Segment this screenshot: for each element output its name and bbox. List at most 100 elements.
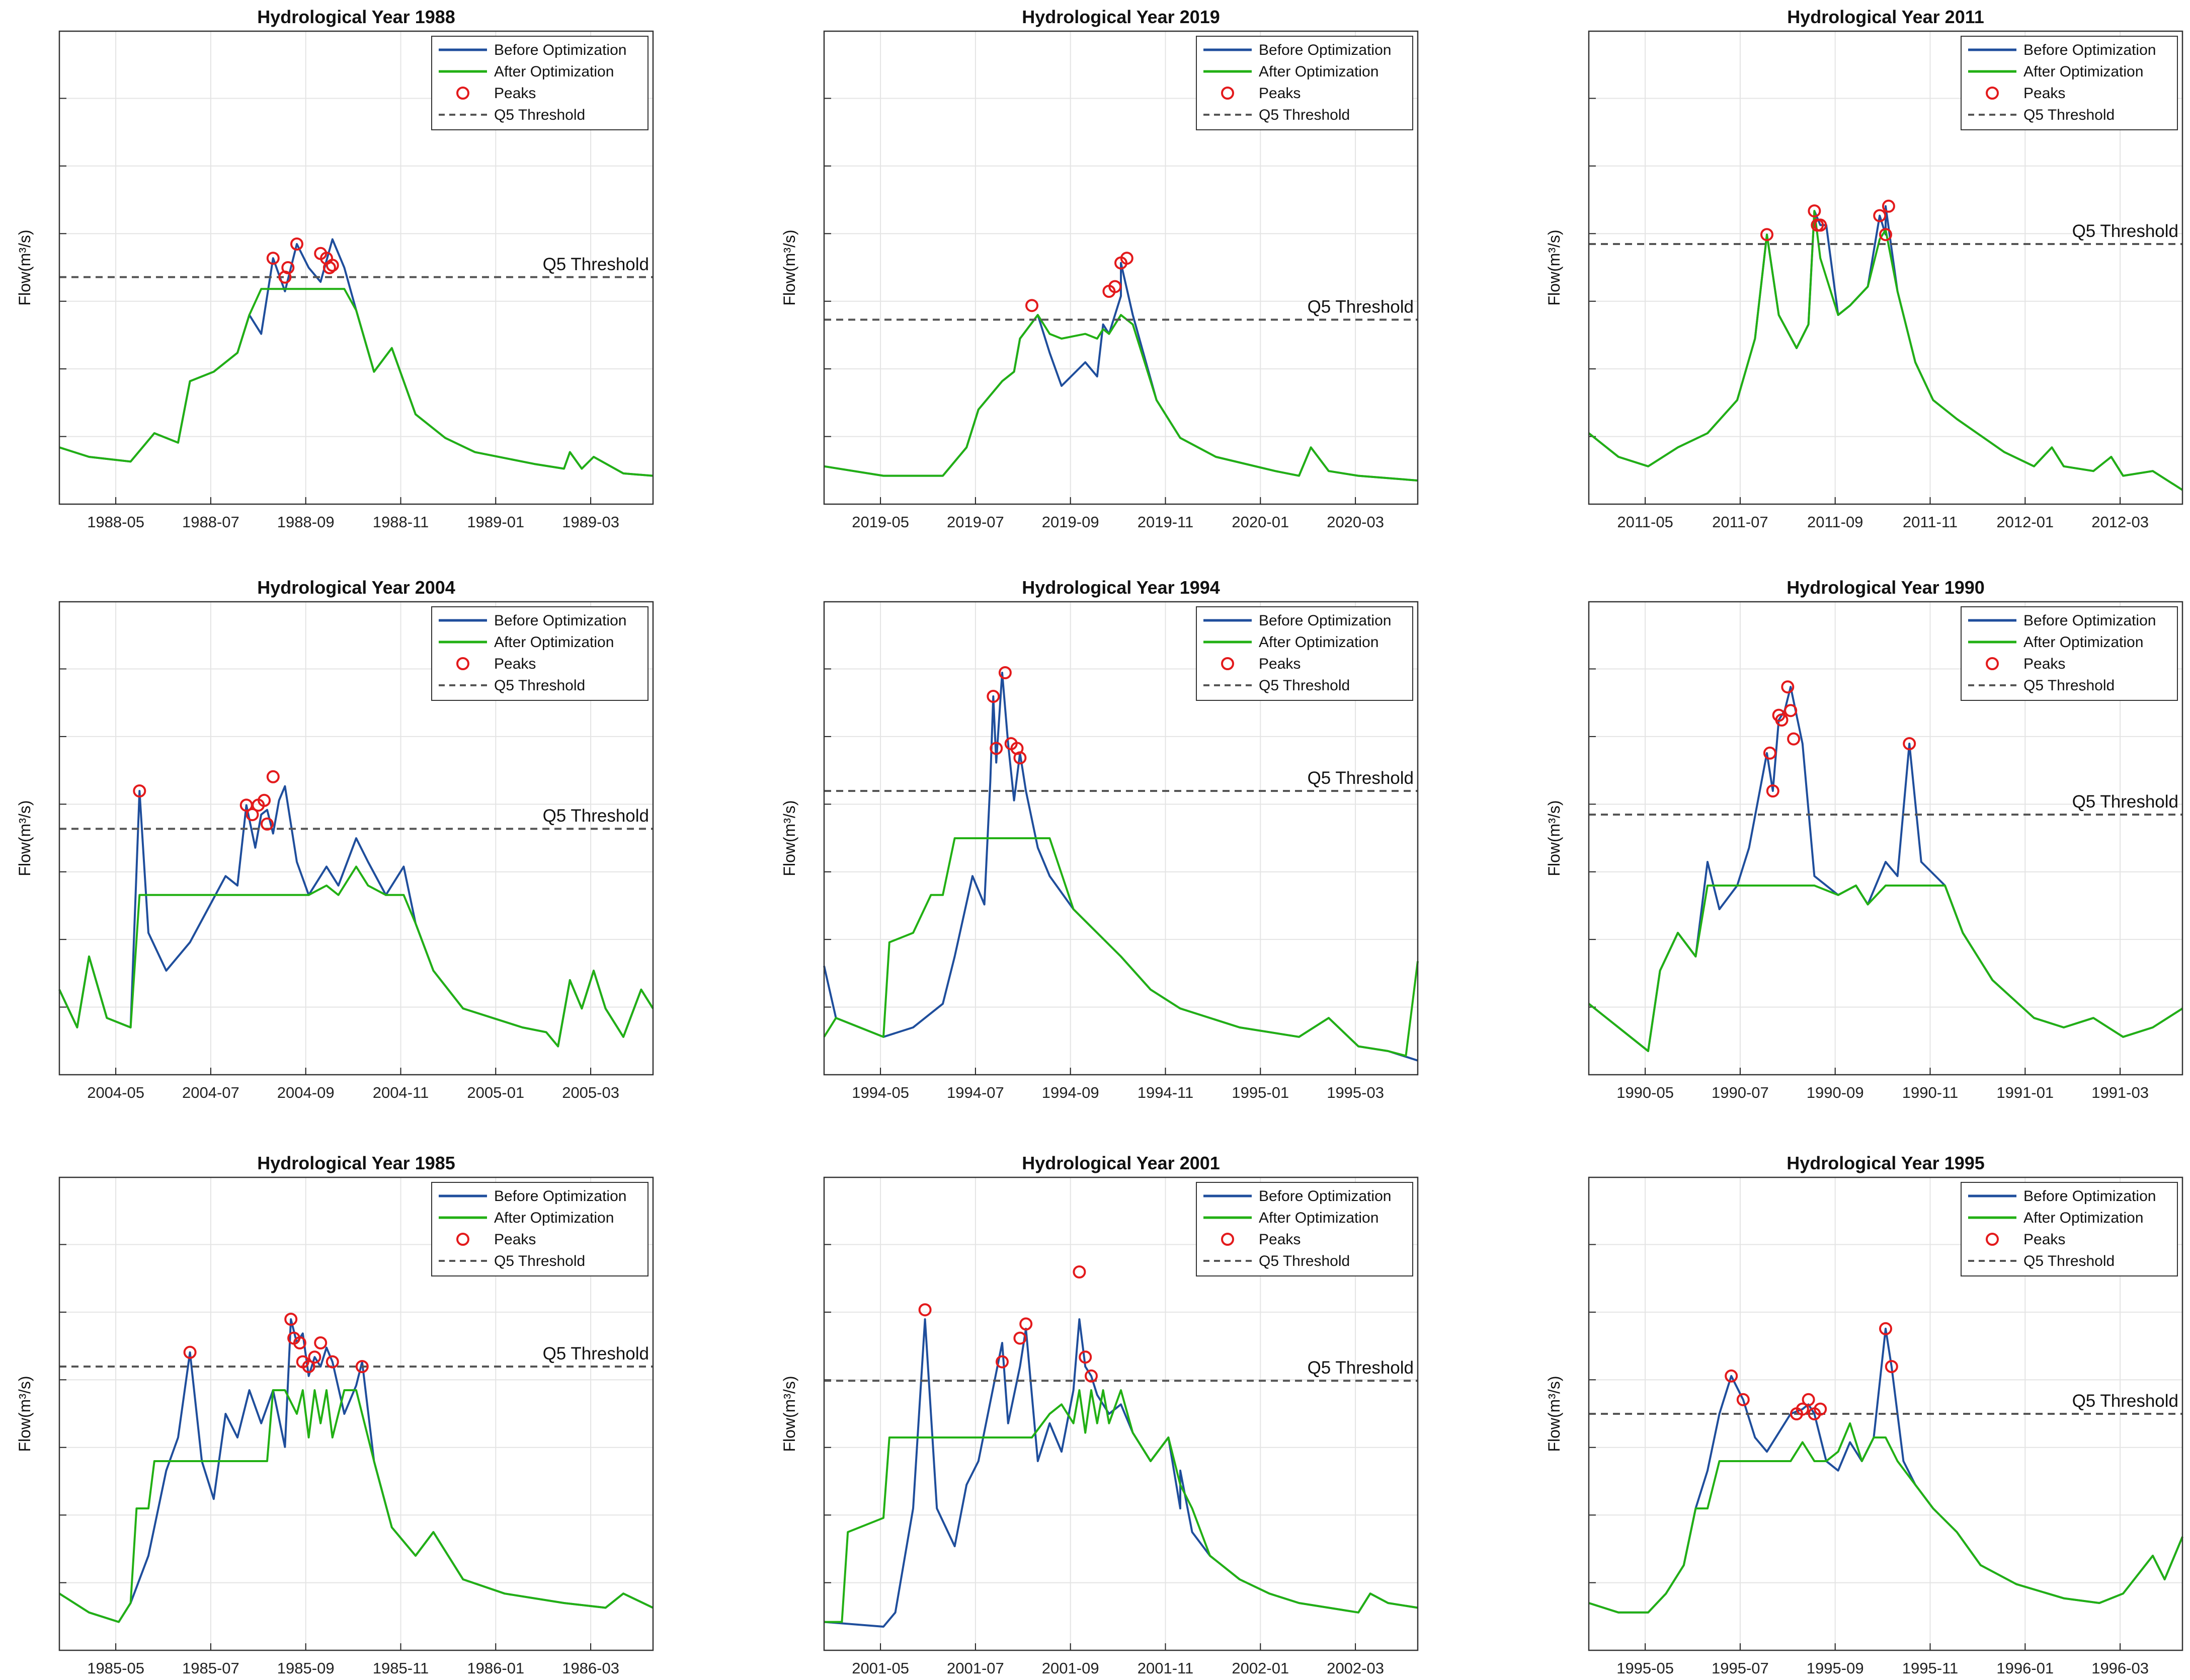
- series-after-optimization: [59, 288, 654, 477]
- peak-marker: [996, 1355, 1009, 1369]
- legend-label: After Optimization: [2023, 1210, 2143, 1226]
- legend-box: [1196, 606, 1413, 701]
- peak-marker: [133, 784, 146, 797]
- threshold-label: Q5 Threshold: [2072, 792, 2178, 812]
- peak-marker: [183, 1345, 197, 1359]
- peak-marker: [322, 261, 336, 274]
- chart-title: Hydrological Year 1994: [1022, 577, 1220, 598]
- legend-label: Peaks: [2023, 85, 2065, 102]
- axes-box: [823, 601, 1419, 1076]
- x-tick-label: 1990-05: [1616, 1084, 1674, 1101]
- legend-label: Before Optimization: [494, 612, 626, 629]
- x-tick-label: 1995-11: [1902, 1659, 1958, 1677]
- legend-label: Q5 Threshold: [2023, 1253, 2115, 1269]
- axes-box: [58, 30, 654, 505]
- legend-box: [1961, 606, 2178, 701]
- legend-label: Before Optimization: [494, 1188, 626, 1205]
- peak-marker: [1814, 218, 1827, 232]
- series-after-optimization: [58, 865, 654, 1048]
- legend-swatch-marker: [1221, 87, 1234, 100]
- x-tick-label: 2004-07: [182, 1084, 239, 1101]
- legend-label: Peaks: [1259, 656, 1301, 672]
- y-axis-label: Flow(m³/s): [1545, 1376, 1563, 1452]
- axes-box: [1588, 30, 2183, 505]
- legend: Before Optimization After Optimization Pea…: [431, 1182, 648, 1276]
- legend-label: Q5 Threshold: [2023, 107, 2115, 123]
- peak-marker: [1073, 1265, 1086, 1278]
- legend-label: Before Optimization: [2023, 42, 2156, 58]
- x-tick-label: 1994-05: [852, 1084, 909, 1101]
- peak-marker: [1013, 751, 1027, 765]
- legend-swatch-marker: [1221, 657, 1234, 670]
- legend-label: Before Optimization: [2023, 1188, 2156, 1205]
- legend: Before Optimization After Optimization Pea…: [431, 606, 648, 701]
- peak-marker: [998, 666, 1012, 679]
- legend-label: Q5 Threshold: [1259, 107, 1350, 123]
- legend-box: [1196, 36, 1413, 130]
- peak-marker: [1784, 704, 1798, 717]
- chart-panel-4: Q5 Threshold 2004-05 2004-07 2004-09 2004-11…: [16, 577, 654, 1101]
- axes-box: [823, 30, 1419, 505]
- legend-label: After Optimization: [1259, 634, 1378, 651]
- peak-marker: [1108, 280, 1122, 293]
- peak-marker: [266, 770, 280, 783]
- peak-marker: [1013, 1331, 1027, 1345]
- peak-marker: [1873, 209, 1887, 222]
- legend-label: After Optimization: [494, 63, 614, 80]
- series-after-optimization: [1588, 210, 2183, 491]
- peak-marker: [326, 259, 339, 272]
- x-tick-label: 1985-11: [373, 1659, 429, 1677]
- y-axis-label: Flow(m³/s): [1545, 229, 1563, 305]
- x-tick-label: 1994-11: [1138, 1084, 1193, 1101]
- chart-title: Hydrological Year 1995: [1787, 1153, 1985, 1173]
- legend-label: Before Optimization: [1259, 42, 1391, 58]
- threshold-label: Q5 Threshold: [543, 806, 649, 826]
- legend-label: Peaks: [494, 85, 536, 102]
- legend: Before Optimization After Optimization Pea…: [1196, 36, 1413, 130]
- y-axis-label: Flow(m³/s): [780, 1376, 798, 1452]
- peak-marker: [1808, 204, 1821, 218]
- legend-label: Q5 Threshold: [494, 677, 585, 694]
- peak-marker: [1766, 784, 1779, 797]
- x-tick-label: 1986-01: [467, 1659, 524, 1677]
- x-tick-label: 1996-01: [1996, 1659, 2054, 1677]
- legend-label: Before Optimization: [1259, 1188, 1391, 1205]
- x-tick-label: 1995-05: [1616, 1659, 1674, 1677]
- legend-label: After Optimization: [494, 1210, 614, 1226]
- chart-panel-8: Q5 Threshold 2001-05 2001-07 2001-09 2001-11…: [780, 1153, 1419, 1677]
- x-tick-label: 1990-11: [1902, 1084, 1958, 1101]
- x-tick-label: 2001-05: [852, 1659, 909, 1677]
- chart-title: Hydrological Year 2001: [1022, 1153, 1220, 1173]
- legend-label: Peaks: [494, 656, 536, 672]
- x-tick-label: 2001-11: [1138, 1659, 1193, 1677]
- x-tick-label: 2002-03: [1327, 1659, 1384, 1677]
- chart-title: Hydrological Year 2011: [1787, 7, 1984, 27]
- peak-marker: [1025, 299, 1038, 312]
- legend-box: [431, 36, 648, 130]
- x-tick-label: 2019-05: [852, 513, 909, 531]
- x-tick-label: 2002-01: [1232, 1659, 1289, 1677]
- peak-marker: [1763, 746, 1776, 760]
- series-after-optimization: [823, 837, 1419, 1057]
- x-tick-label: 2004-11: [373, 1084, 429, 1101]
- x-tick-label: 2020-01: [1232, 513, 1289, 531]
- peak-marker: [1079, 1350, 1092, 1364]
- legend-label: Before Optimization: [2023, 612, 2156, 629]
- chart-panel-9: Q5 Threshold 1995-05 1995-07 1995-09 1995-11…: [1545, 1153, 2183, 1677]
- legend: Before Optimization After Optimization Pea…: [1196, 606, 1413, 701]
- legend-label: Q5 Threshold: [494, 1253, 585, 1269]
- x-tick-label: 2019-09: [1042, 513, 1099, 531]
- x-tick-label: 1995-01: [1232, 1084, 1289, 1101]
- peak-marker: [1796, 1402, 1809, 1416]
- x-tick-label: 2012-03: [2091, 513, 2149, 531]
- peak-marker: [290, 237, 303, 251]
- chart-title: Hydrological Year 2019: [1022, 7, 1220, 27]
- threshold-label: Q5 Threshold: [543, 1344, 649, 1364]
- x-tick-label: 1990-09: [1807, 1084, 1864, 1101]
- legend-label: Q5 Threshold: [1259, 677, 1350, 694]
- legend-label: Q5 Threshold: [494, 107, 585, 123]
- legend-label: After Optimization: [2023, 634, 2143, 651]
- legend-swatch-marker: [456, 1233, 469, 1246]
- peak-marker: [302, 1360, 315, 1373]
